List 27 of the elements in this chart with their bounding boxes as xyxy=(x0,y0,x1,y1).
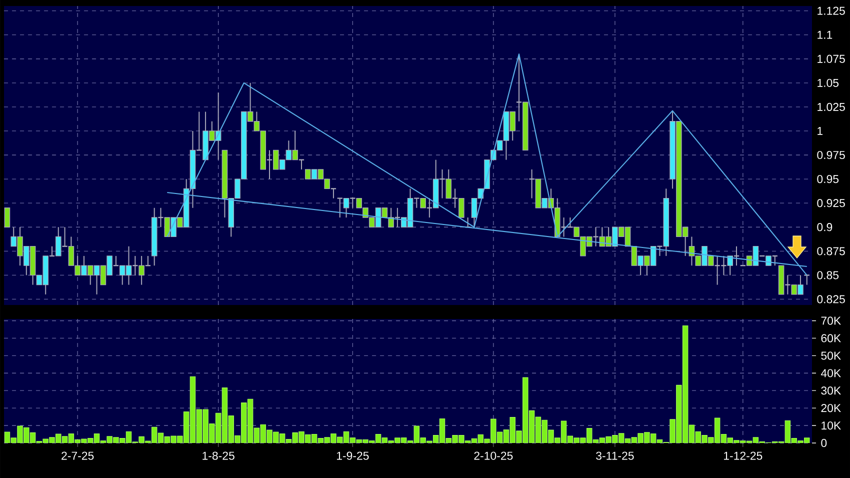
y-tick-label: 0.9 xyxy=(817,223,832,232)
y-tick-label: 1.075 xyxy=(818,54,845,63)
y-tick-label: 0.825 xyxy=(817,295,845,304)
y-tick-label: 1.125 xyxy=(818,6,845,15)
y-tick-label: 30K xyxy=(821,386,841,395)
y-tick-label: 70K xyxy=(821,316,841,325)
y-tick-label: 1.05 xyxy=(818,78,839,87)
y-tick-label: 1 xyxy=(818,127,823,135)
x-tick-label: 3-11-25 xyxy=(596,452,634,460)
y-tick-label: 1.1 xyxy=(818,30,832,39)
y-tick-label: 0.925 xyxy=(817,199,845,208)
y-tick-label: 20K xyxy=(821,404,841,412)
y-tick-label: 40K xyxy=(820,369,841,378)
y-tick-label: 0.95 xyxy=(817,174,839,184)
x-tick-label: 1-12-25 xyxy=(724,452,762,460)
x-tick-label: 1-8-25 xyxy=(202,452,234,460)
y-tick-label: 1.025 xyxy=(818,102,845,111)
x-tick-label: 2-7-25 xyxy=(62,452,94,460)
y-tick-label: 0.85 xyxy=(817,271,839,280)
y-tick-label: 60K xyxy=(821,334,841,342)
y-tick-label: 0 xyxy=(821,438,827,448)
y-tick-label: 0.875 xyxy=(817,247,845,256)
x-tick-label: 1-9-25 xyxy=(336,452,369,460)
y-tick-label: 50K xyxy=(821,352,841,360)
y-tick-label: 0.975 xyxy=(817,150,845,160)
y-tick-label: 10K xyxy=(822,421,841,430)
x-tick-label: 2-10-25 xyxy=(474,452,513,460)
